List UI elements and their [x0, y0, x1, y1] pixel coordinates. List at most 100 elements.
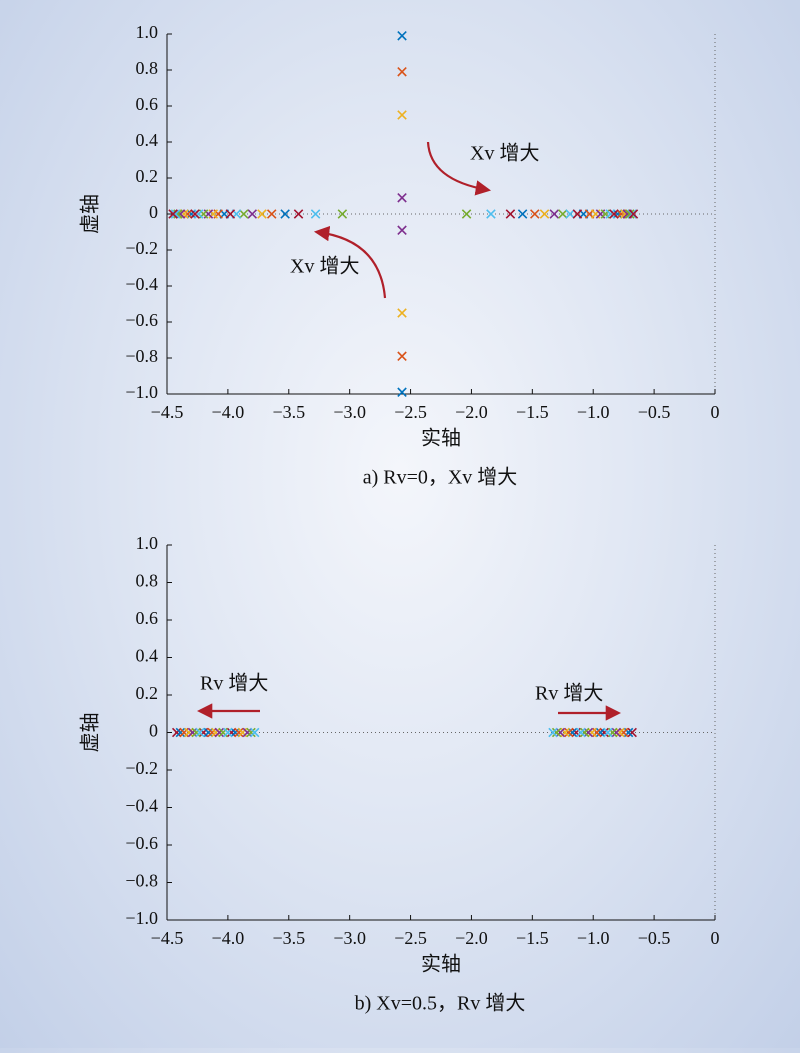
point — [627, 209, 637, 219]
point — [558, 209, 568, 219]
point — [548, 727, 558, 738]
point — [603, 727, 613, 738]
point — [579, 727, 590, 738]
y-tick-label: −0.4 — [125, 274, 158, 294]
point — [624, 209, 635, 219]
y-tick-label: 0.2 — [136, 166, 159, 186]
point — [572, 209, 583, 219]
point — [223, 727, 233, 738]
point — [555, 727, 566, 738]
y-axis-label: 虚轴 — [79, 713, 102, 753]
point — [182, 209, 193, 219]
x-tick-label: −4.5 — [151, 402, 184, 422]
point — [397, 387, 407, 397]
y-tick-label: −0.6 — [125, 310, 158, 330]
point — [310, 209, 321, 219]
point — [567, 727, 578, 738]
point — [226, 727, 237, 738]
y-tick-label: 0.6 — [136, 608, 159, 628]
point — [611, 727, 622, 738]
y-tick-label: 0.8 — [136, 58, 159, 78]
point — [576, 727, 586, 738]
x-tick-label: −3.5 — [272, 928, 305, 948]
y-tick-label: 0.2 — [136, 683, 159, 703]
point — [230, 727, 240, 738]
point — [234, 727, 244, 738]
point — [203, 727, 214, 738]
x-tick-label: −2.0 — [455, 928, 488, 948]
point — [257, 209, 267, 219]
point — [539, 209, 550, 219]
x-tick-label: −1.5 — [516, 928, 549, 948]
point — [587, 727, 597, 738]
x-tick-label: −4.0 — [212, 928, 245, 948]
y-tick-label: −0.2 — [125, 758, 158, 778]
annotation: Xv 增大 — [470, 142, 539, 165]
y-tick-label: 0 — [149, 202, 158, 222]
y-tick-label: 0.4 — [136, 646, 159, 666]
point — [191, 727, 201, 738]
x-tick-label: −1.0 — [577, 402, 610, 422]
x-tick-label: 0 — [711, 402, 720, 422]
point — [618, 727, 629, 738]
point — [595, 727, 606, 738]
point — [612, 209, 623, 219]
point — [170, 209, 181, 219]
arrow — [313, 225, 387, 299]
point — [599, 727, 609, 738]
arrows — [196, 141, 622, 721]
point — [266, 209, 277, 219]
annotation: Rv 增大 — [200, 672, 268, 695]
point — [210, 727, 221, 738]
point — [397, 110, 407, 120]
caption: a) Rv=0，Xv 增大 — [363, 466, 518, 489]
point — [168, 209, 178, 219]
point — [397, 225, 407, 235]
point — [247, 209, 258, 219]
point — [246, 727, 256, 738]
x-tick-label: −4.0 — [212, 402, 245, 422]
point — [225, 209, 236, 219]
point — [175, 727, 186, 738]
point — [207, 727, 217, 738]
y-tick-label: −1.0 — [125, 908, 158, 928]
point — [293, 209, 304, 219]
x-tick-label: −2.0 — [455, 402, 488, 422]
point — [565, 209, 575, 219]
x-tick-label: 0 — [711, 928, 720, 948]
point — [186, 209, 197, 219]
point — [551, 727, 562, 738]
point — [397, 193, 407, 203]
point — [461, 209, 472, 219]
x-tick-label: −2.5 — [394, 402, 427, 422]
x-tick-label: −2.5 — [394, 928, 427, 948]
y-tick-label: −0.6 — [125, 833, 158, 853]
y-tick-label: 1.0 — [136, 533, 159, 553]
point — [615, 727, 625, 738]
point — [397, 351, 407, 361]
y-tick-label: 0.8 — [136, 571, 159, 591]
point — [238, 209, 249, 219]
point — [242, 727, 253, 738]
point — [195, 727, 205, 738]
y-tick-label: 0.6 — [136, 94, 159, 114]
y-tick-label: 1.0 — [136, 22, 159, 42]
point — [609, 209, 619, 219]
y-tick-label: 0 — [149, 721, 158, 741]
point — [193, 209, 204, 219]
x-axis-label: 实轴 — [421, 427, 461, 450]
annotation: Rv 增大 — [535, 682, 603, 705]
x-axis-label: 实轴 — [421, 953, 461, 976]
y-tick-label: −1.0 — [125, 382, 158, 402]
y-axis-label: 虚轴 — [79, 194, 102, 234]
point — [517, 209, 528, 219]
y-tick-label: −0.4 — [125, 796, 158, 816]
y-tick-label: −0.8 — [125, 346, 158, 366]
point — [249, 727, 260, 738]
x-tick-label: −0.5 — [638, 402, 671, 422]
point — [397, 67, 407, 77]
x-tick-label: −4.5 — [151, 928, 184, 948]
x-tick-label: −1.5 — [516, 402, 549, 422]
point — [605, 209, 616, 219]
